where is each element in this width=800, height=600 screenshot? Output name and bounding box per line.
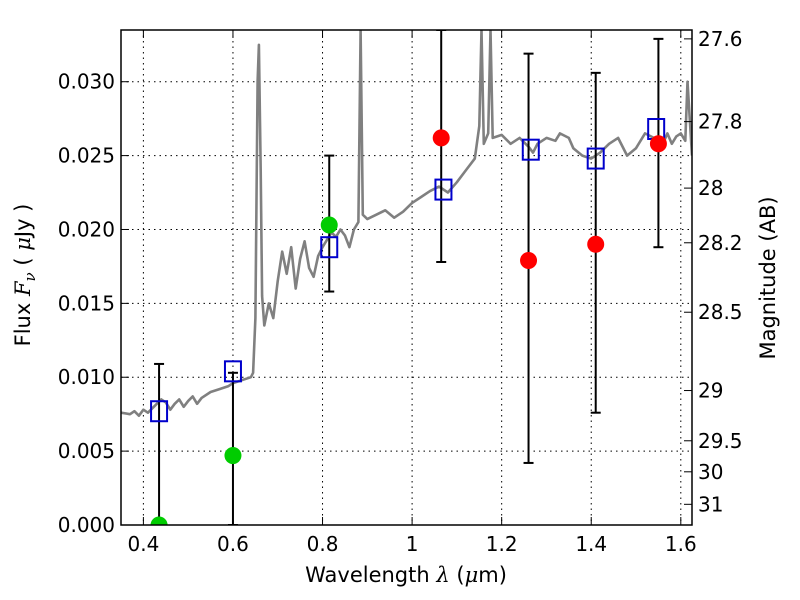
model-photometry-squares xyxy=(150,118,666,423)
y-tick-label: 0.025 xyxy=(58,144,115,168)
data-point xyxy=(150,516,168,525)
data-point xyxy=(520,252,538,270)
plot-content xyxy=(121,30,692,525)
model-photometry-square xyxy=(521,138,540,161)
right-tick-label: 29 xyxy=(698,379,723,403)
x-tick-label: 0.8 xyxy=(307,532,339,556)
right-tick-label: 31 xyxy=(698,492,723,516)
x-tick-label: 1.2 xyxy=(486,532,518,556)
x-tick-label: 1.6 xyxy=(665,532,697,556)
y-tick-label: 0.015 xyxy=(58,291,115,315)
model-photometry-square xyxy=(586,147,605,170)
model-photometry-square xyxy=(434,178,453,201)
right-axis-title: Magnitude (AB) xyxy=(756,196,780,359)
right-tick-label: 28 xyxy=(698,176,723,200)
right-tick-label: 28.5 xyxy=(698,300,743,324)
x-tick-label: 0.4 xyxy=(127,532,159,556)
model-photometry-square xyxy=(223,360,242,383)
y-tick-label: 0.010 xyxy=(58,365,115,389)
y-tick-label: 0.000 xyxy=(58,513,115,537)
model-photometry-square xyxy=(320,236,339,259)
observed-photometry-points xyxy=(150,129,667,525)
data-point xyxy=(587,235,605,253)
y-tick-label: 0.005 xyxy=(58,439,115,463)
data-point xyxy=(432,129,450,147)
y-axis-ticks: 0.000 0.005 0.010 0.015 0.020 0.025 0.030 xyxy=(58,70,129,537)
x-tick-label: 1 xyxy=(406,532,419,556)
grid-lines xyxy=(121,30,692,526)
data-point xyxy=(320,216,338,234)
data-point xyxy=(224,447,242,465)
y-tick-label: 0.020 xyxy=(58,217,115,241)
x-tick-label: 0.6 xyxy=(217,532,249,556)
x-tick-label: 1.4 xyxy=(575,532,607,556)
data-point xyxy=(649,135,667,153)
x-axis-title: Wavelength λ (μm) xyxy=(305,563,507,587)
right-axis-ticks: 27.6 27.8 28 28.2 28.5 29 29.5 30 31 xyxy=(684,27,743,516)
plot-area xyxy=(121,30,692,525)
x-axis-ticks: 0.4 0.6 0.8 1 1.2 1.4 1.6 xyxy=(127,30,697,556)
right-tick-label: 28.2 xyxy=(698,231,743,255)
right-tick-label: 27.6 xyxy=(698,27,743,51)
right-tick-label: 30 xyxy=(698,460,723,484)
right-tick-label: 29.5 xyxy=(698,429,743,453)
model-photometry-square xyxy=(150,400,169,423)
right-tick-label: 27.8 xyxy=(698,110,743,134)
model-spectrum-line xyxy=(121,30,692,417)
y-axis-title: Flux Fν ( μJy ) xyxy=(11,204,39,347)
y-tick-label: 0.030 xyxy=(58,70,115,94)
plot-frame xyxy=(120,29,693,526)
